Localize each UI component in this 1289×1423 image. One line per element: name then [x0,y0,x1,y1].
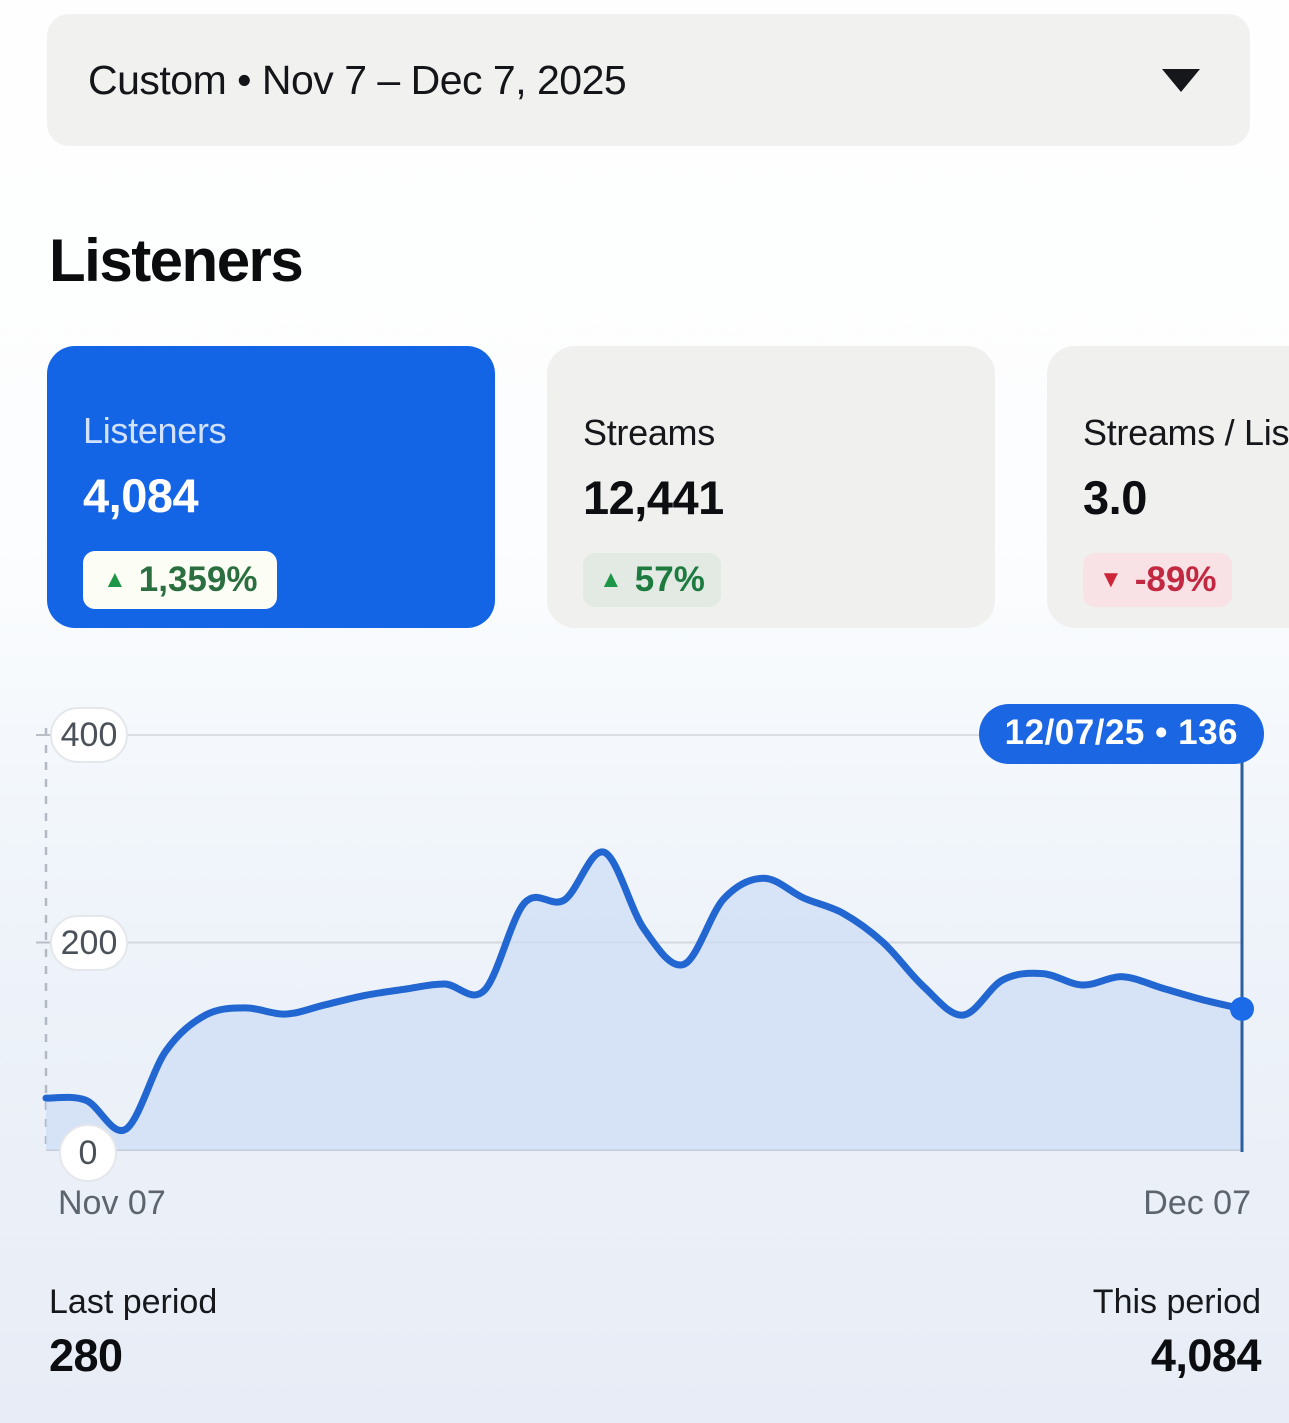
this-period-value: 4,084 [1150,1330,1262,1381]
listeners-chart[interactable] [0,690,1289,1170]
metric-value: 4,084 [83,468,199,522]
metric-value: 3.0 [1083,470,1147,524]
delta-value: -89% [1134,559,1217,599]
delta-value: 57% [634,559,705,599]
x-tick-end: Dec 07 [1143,1184,1251,1222]
delta-value: 1,359% [138,559,258,599]
last-period-value: 280 [49,1330,123,1381]
metric-label: Listeners [83,409,227,451]
metric-value: 12,441 [583,470,724,524]
y-tick-0: 0 [59,1124,117,1182]
delta-badge: ▼ -89% [1083,552,1233,607]
date-range-label: Custom • Nov 7 – Dec 7, 2025 [88,56,627,103]
y-tick-200: 200 [50,915,128,971]
arrow-up-icon: ▲ [103,565,127,593]
listeners-chart-svg [36,728,1254,1152]
arrow-down-icon: ▼ [1099,565,1123,593]
y-tick-400: 400 [50,707,128,763]
trend-line [42,848,1246,1135]
metric-label: Streams / Listener [1083,411,1289,453]
delta-badge: ▲ 1,359% [83,550,278,609]
metric-card-streams[interactable]: Streams 12,441 ▲ 57% [547,346,995,628]
caret-down-icon [1162,68,1200,92]
this-period-label: This period [1092,1283,1261,1321]
metric-card-streams-per-listener[interactable]: Streams / Listener 3.0 ▼ -89% [1047,346,1289,628]
metric-card-listeners[interactable]: Listeners 4,084 ▲ 1,359% [47,346,495,628]
delta-badge: ▲ 57% [583,552,721,607]
page-title: Listeners [49,227,304,294]
metric-label: Streams [583,411,715,453]
x-tick-start: Nov 07 [58,1184,166,1222]
endpoint-dot [1230,996,1254,1021]
area-fill [46,851,1242,1150]
date-range-selector[interactable]: Custom • Nov 7 – Dec 7, 2025 [47,14,1250,146]
chart-tooltip: 12/07/25 • 136 [978,704,1264,764]
last-period-label: Last period [49,1283,218,1321]
arrow-up-icon: ▲ [599,565,623,593]
